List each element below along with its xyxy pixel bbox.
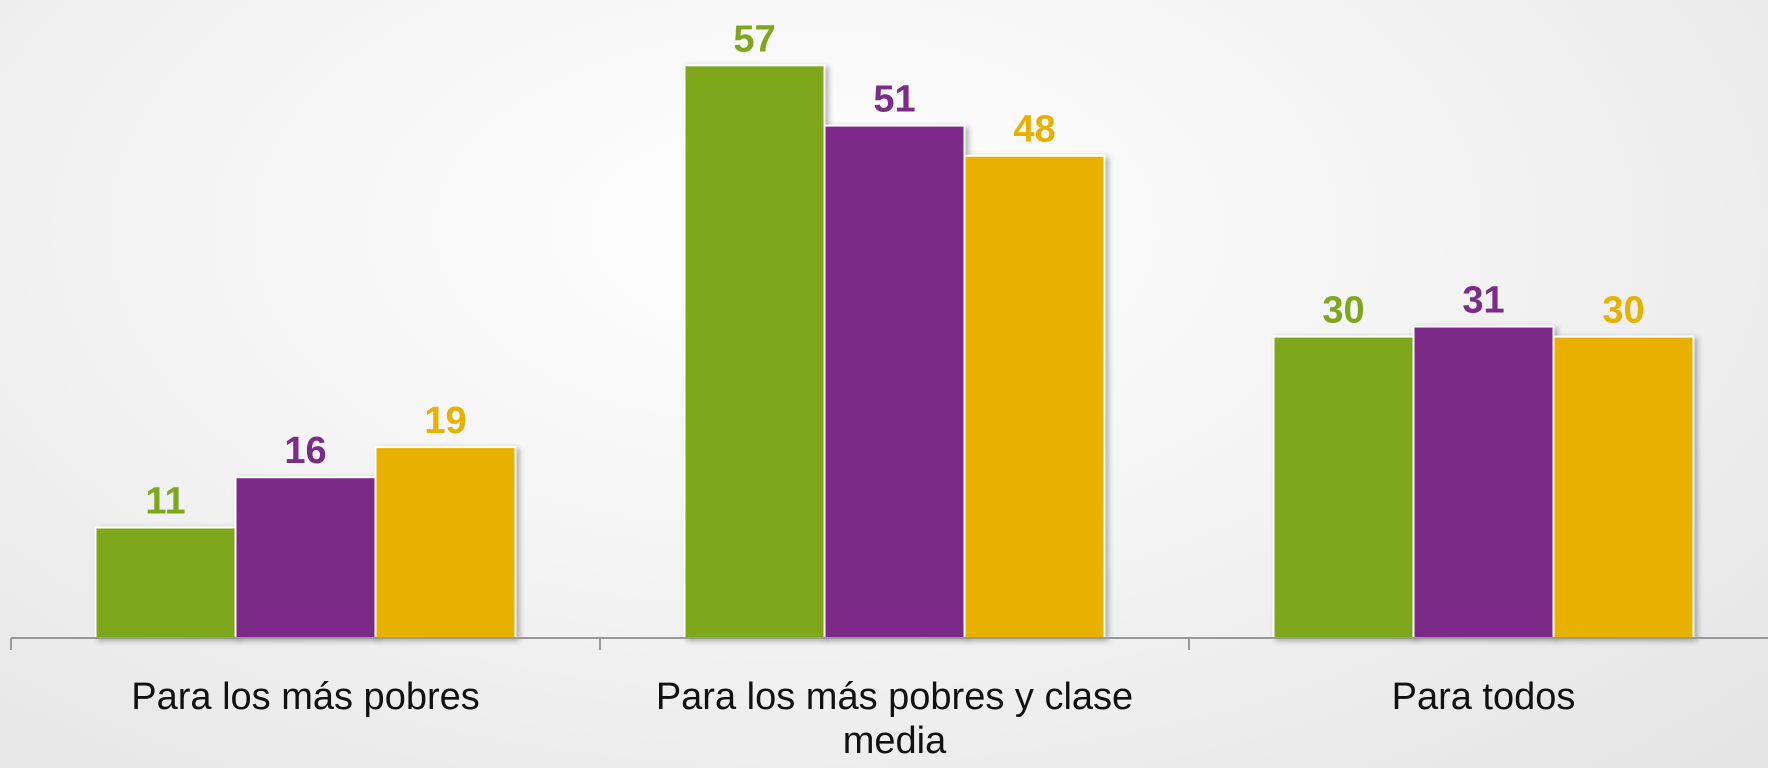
value-label: 19	[424, 400, 466, 442]
value-label: 48	[1013, 109, 1055, 151]
bar	[234, 476, 377, 639]
value-label: 51	[873, 79, 915, 121]
value-label: 30	[1322, 290, 1364, 332]
bar	[963, 154, 1106, 640]
bar	[683, 64, 826, 640]
bar	[823, 124, 966, 639]
x-tick-label: Para todos	[1391, 676, 1576, 718]
bar	[1552, 335, 1695, 639]
value-label: 16	[284, 430, 326, 472]
bar	[1272, 335, 1415, 639]
value-label: 30	[1602, 290, 1644, 332]
x-tick-label: Para los más pobres	[131, 676, 480, 718]
value-label: 57	[733, 18, 775, 60]
value-label: 11	[145, 480, 185, 522]
bar	[94, 526, 237, 639]
bar	[374, 446, 517, 639]
bar	[1412, 325, 1555, 639]
value-label: 31	[1462, 280, 1504, 322]
x-tick-label: Para los más pobres y clase media	[655, 676, 1134, 762]
